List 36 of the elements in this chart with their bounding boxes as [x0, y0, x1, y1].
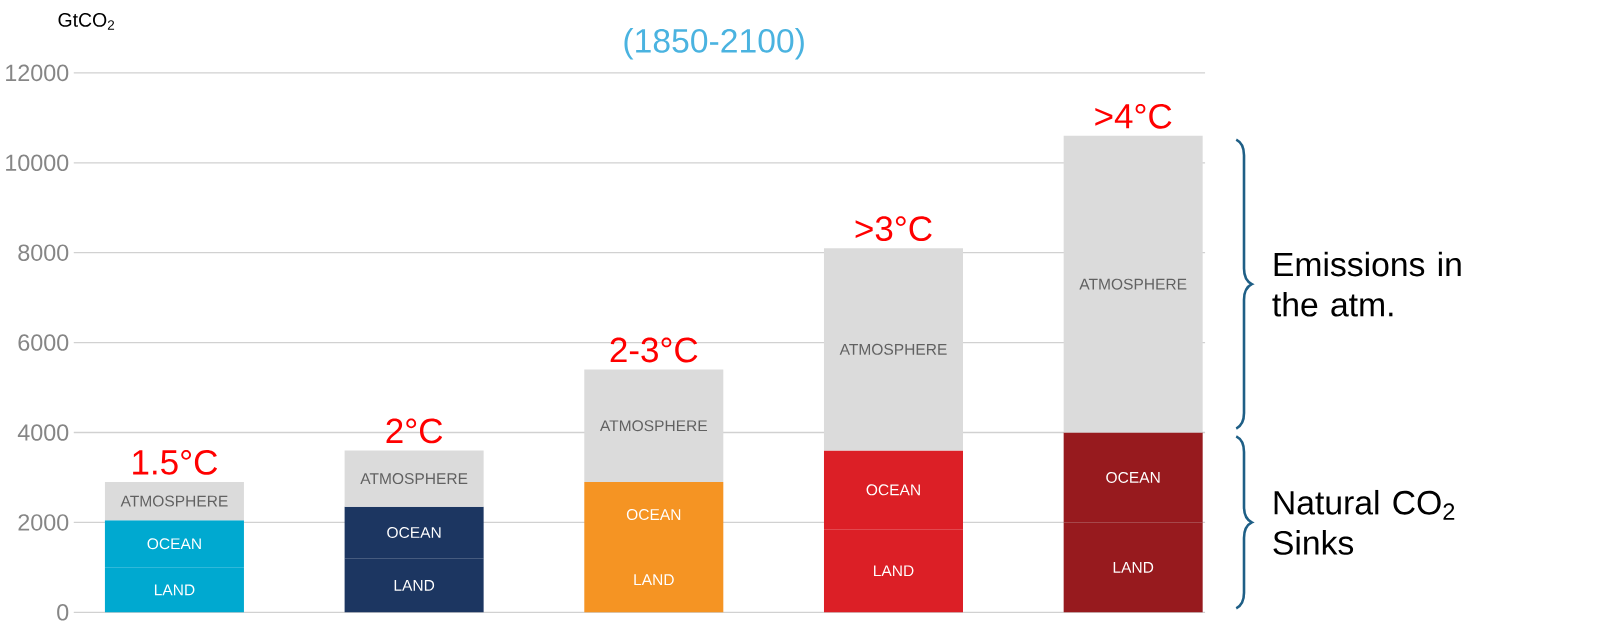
- y-tick-label: 4000: [17, 424, 69, 441]
- chart-title: (1850-2100): [624, 28, 804, 60]
- bar: [584, 369, 724, 482]
- bar: [1063, 135, 1203, 433]
- text: LAND: [874, 565, 914, 577]
- x-tick-label: >3°C: [855, 216, 932, 242]
- bar: [344, 450, 484, 507]
- y-tick-label: 2000: [18, 514, 69, 531]
- text: OCEAN: [626, 509, 681, 521]
- series-label: LAND: [154, 584, 195, 596]
- bar: [823, 248, 963, 451]
- series-label: OCEAN: [147, 538, 201, 550]
- text: LAND: [394, 580, 435, 591]
- y-tick-label: 12000: [6, 64, 69, 82]
- y-tick-label: 10000: [6, 154, 69, 172]
- text: ATMOSPHERE: [1079, 278, 1187, 290]
- text: OCEAN: [387, 527, 441, 539]
- y-axis-title: GtCO$_{2}$: [58, 13, 115, 30]
- bar: [104, 481, 244, 521]
- text: OCEAN: [866, 484, 920, 496]
- x-tick-label: 2°C: [386, 418, 443, 444]
- y-tick-label: 6000: [18, 334, 69, 351]
- text: LAND: [1113, 562, 1154, 573]
- x-tick-label: >4°C: [1095, 103, 1172, 129]
- series-label: ATMOSPHERE: [120, 495, 228, 507]
- text: Emissions in the atm.: [1272, 251, 1461, 317]
- text: ATMOSPHERE: [360, 473, 468, 485]
- y-tick-label: 0: [57, 604, 69, 621]
- text: Natural CO$_{2}$ Sinks: [1273, 489, 1455, 555]
- y-tick-label: 8000: [18, 244, 69, 261]
- x-tick-label: 2-3°C: [610, 337, 698, 363]
- text: LAND: [634, 574, 674, 586]
- text: ATMOSPHERE: [839, 343, 947, 355]
- text: OCEAN: [1106, 471, 1160, 483]
- text: ATMOSPHERE: [599, 420, 707, 432]
- x-tick-label: 1.5°C: [133, 450, 218, 475]
